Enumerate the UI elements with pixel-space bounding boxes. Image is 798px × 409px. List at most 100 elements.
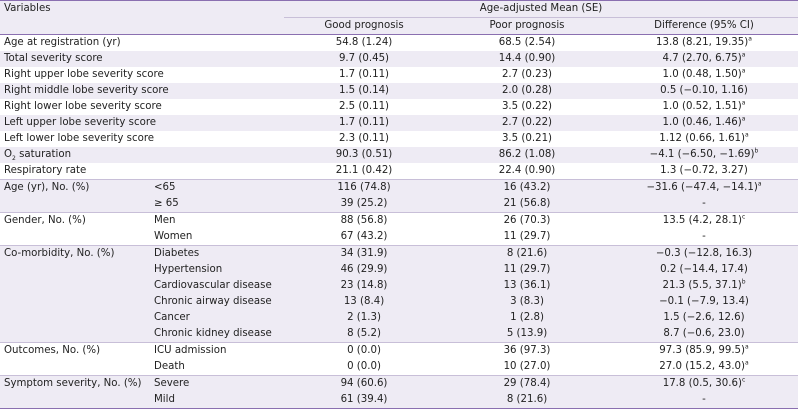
cell-diff: 17.8 (0.5, 30.6)c [610,375,798,392]
cell-diff-value: 13.8 (8.21, 19.35) [656,37,749,48]
table-row: Right lower lobe severity score 2.5 (0.11… [0,99,798,115]
table-row: Mild 61 (39.4) 8 (21.6) - [0,392,798,409]
table-row: Women 67 (43.2) 11 (29.7) - [0,229,798,246]
cell-good: 23 (14.8) [284,278,444,294]
row-subcategory: Women [154,231,193,242]
row-variable: Total severity score [0,51,284,67]
cell-diff-value: 0.5 (−0.10, 1.16) [660,85,748,96]
footnote-marker: a [741,67,746,75]
cell-diff-value: 1.12 (0.66, 1.61) [659,133,746,144]
cell-diff: 1.0 (0.52, 1.51)a [610,99,798,115]
row-subcategory: Cancer [150,310,284,326]
table-row: ≥ 65 39 (25.2) 21 (56.8) - [0,196,798,213]
footnote-marker: a [741,115,746,123]
table-row: Age at registration (yr) 54.8 (1.24) 68.5 … [0,35,798,52]
cell-poor: 10 (27.0) [503,361,551,372]
row-variable [0,229,150,246]
header-row-top: Variables Age-adjusted Mean (SE) [0,0,798,18]
cell-diff: 1.3 (−0.72, 3.27) [610,163,798,180]
footnote-marker: c [741,213,746,221]
cell-poor: 14.4 (0.90) [444,51,610,67]
row-variable-post: saturation [15,149,72,160]
cell-good: 1.7 (0.11) [284,115,444,131]
row-variable [0,359,150,376]
footnote-marker: a [745,131,749,139]
header-poor: Poor prognosis [444,17,610,35]
cell-poor: 2.7 (0.23) [501,69,553,80]
cell-diff-value: −0.3 (−12.8, 16.3) [655,248,753,259]
cell-diff: - [610,392,798,409]
cell-good: 54.8 (1.24) [335,37,393,48]
cell-diff-value: 8.7 (−0.6, 23.0) [663,328,745,339]
cell-poor: 36 (97.3) [444,342,610,359]
cell-poor: 1 (2.8) [444,310,610,326]
cell-diff: 1.5 (−2.6, 12.6) [610,310,798,326]
row-variable: Co-morbidity, No. (%) [0,245,150,262]
row-variable: Right middle lobe severity score [0,83,284,99]
table-row: Right middle lobe severity score 1.5 (0.1… [0,83,798,99]
cell-poor: 29 (78.4) [444,375,610,392]
header-variables: Variables [0,0,284,18]
row-subcategory: Death [154,361,185,372]
cell-diff: 1.12 (0.66, 1.61)a [610,131,798,147]
table-row: Cardiovascular disease 23 (14.8) 13 (36.1)… [0,278,798,294]
table-row: O2 saturation 90.3 (0.51) 86.2 (1.08) −4.1 … [0,147,798,163]
row-variable: Right lower lobe severity score [4,101,162,112]
cell-good: 2.5 (0.11) [338,101,390,112]
cell-diff: −0.3 (−12.8, 16.3) [610,245,798,262]
footnote-marker: a [757,180,762,188]
cell-poor: 21 (56.8) [444,196,610,213]
cell-diff-value: 13.5 (4.2, 28.1) [662,215,742,226]
row-variable [0,278,150,294]
row-variable: Left upper lobe severity score [0,115,284,131]
row-variable: Outcomes, No. (%) [0,342,150,359]
row-subcategory: Hypertension [150,262,284,278]
footnote-marker: b [741,278,746,286]
cell-diff: −31.6 (−47.4, −14.1)a [610,179,798,196]
footnote-marker: c [741,376,746,384]
cell-diff-value: 1.0 (0.52, 1.51) [662,101,742,112]
row-variable: Symptom severity, No. (%) [0,375,150,392]
cell-good: 2.3 (0.11) [338,133,390,144]
cell-good: 61 (39.4) [284,392,444,409]
cell-poor: 3.5 (0.22) [501,101,553,112]
cell-poor: 2.0 (0.28) [444,83,610,99]
table-row: Symptom severity, No. (%) Severe 94 (60.6)… [0,375,798,392]
row-variable: O2 saturation [0,147,284,163]
table-row: Left upper lobe severity score 1.7 (0.11)… [0,115,798,131]
row-variable: Right upper lobe severity score [4,69,164,80]
cell-good: 1.7 (0.11) [338,69,390,80]
cell-diff: 0.5 (−0.10, 1.16) [610,83,798,99]
cell-diff: - [610,196,798,213]
row-variable [0,262,150,278]
table-row: Right upper lobe severity score 1.7 (0.11… [0,67,798,83]
row-subcategory: ≥ 65 [150,196,284,213]
cell-diff-value: 4.7 (2.70, 6.75) [662,53,742,64]
cell-good: 8 (5.2) [284,326,444,343]
cell-diff-value: −31.6 (−47.4, −14.1) [646,182,758,193]
cell-poor: 11 (29.7) [444,262,610,278]
table-row: Chronic kidney disease 8 (5.2) 5 (13.9) 8.7… [0,326,798,343]
footnote-marker: a [741,99,746,107]
cell-poor: 8 (21.6) [444,245,610,262]
table-row: Cancer 2 (1.3) 1 (2.8) 1.5 (−2.6, 12.6) [0,310,798,326]
cell-diff: 21.3 (5.5, 37.1)b [610,278,798,294]
row-variable [0,326,150,343]
cell-poor: 16 (43.2) [444,179,610,196]
table-row: Left lower lobe severity score 2.3 (0.11)… [0,131,798,147]
row-subcategory: <65 [150,179,284,196]
cell-good: 88 (56.8) [284,212,444,229]
cell-diff: 4.7 (2.70, 6.75)a [610,51,798,67]
cell-diff-value: - [702,198,706,209]
cell-diff-value: −0.1 (−7.9, 13.4) [659,296,749,307]
row-variable [0,392,150,409]
cell-diff-value: 1.0 (0.48, 1.50) [662,69,742,80]
cell-diff: −4.1 (−6.50, −1.69)b [610,147,798,163]
cell-good: 1.5 (0.14) [284,83,444,99]
cell-poor: 13 (36.1) [444,278,610,294]
row-variable: Age at registration (yr) [4,37,121,48]
footnote-marker: a [745,359,749,367]
table-row: Co-morbidity, No. (%) Diabetes 34 (31.9) 8 … [0,245,798,262]
cell-diff: 97.3 (85.9, 99.5)a [610,342,798,359]
cell-diff-value: 1.5 (−2.6, 12.6) [663,312,745,323]
